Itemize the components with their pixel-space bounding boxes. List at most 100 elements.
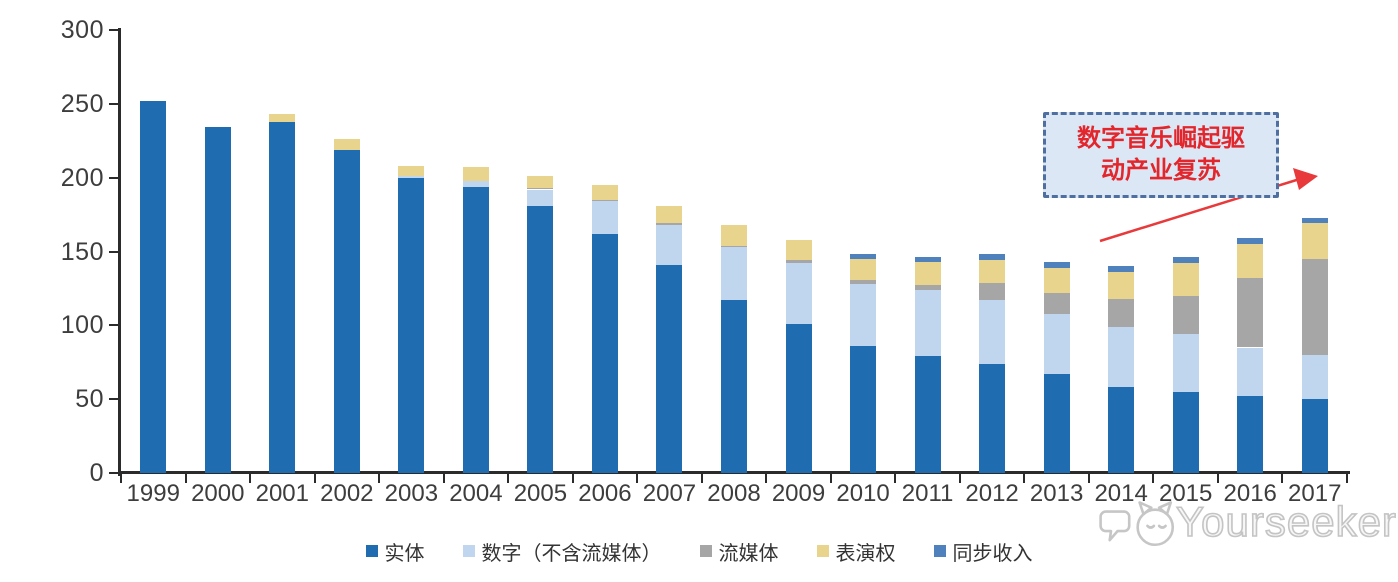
x-axis-label: 2013 <box>1029 480 1084 507</box>
bar-segment-2015-digital-excl-streaming <box>1172 334 1199 392</box>
x-axis-tick <box>184 474 187 483</box>
bar-segment-2007-physical <box>656 264 683 473</box>
y-axis-tick <box>109 176 118 179</box>
bar-segment-2012-digital-excl-streaming <box>979 300 1006 364</box>
y-axis-label: 200 <box>60 163 104 192</box>
x-axis-tick <box>1346 474 1348 483</box>
bar-segment-2003-physical <box>398 177 425 473</box>
y-axis-line <box>118 28 121 476</box>
x-axis-tick <box>120 474 122 483</box>
legend-swatch-physical <box>365 545 378 557</box>
legend-label-physical: 实体 <box>384 542 425 565</box>
x-axis-label: 1999 <box>126 480 180 507</box>
x-axis-label: 2007 <box>642 480 697 507</box>
bar-segment-2015-physical <box>1172 391 1199 473</box>
bar-segment-2012-performance-rights <box>979 260 1006 283</box>
x-axis-tick <box>894 474 897 483</box>
bar-segment-2017-physical <box>1301 399 1328 473</box>
bar-segment-2009-physical <box>785 323 812 473</box>
x-axis-label: 2000 <box>191 480 245 507</box>
plot-area <box>121 30 1347 473</box>
bar-segment-2004-physical <box>462 186 489 473</box>
bar-segment-2009-performance-rights <box>785 239 812 261</box>
bar-segment-2000-physical <box>204 127 231 473</box>
x-axis-label: 2008 <box>707 480 761 507</box>
y-axis-tick <box>109 250 118 253</box>
legend-label-sync-revenue: 同步收入 <box>952 542 1033 565</box>
y-axis-tick <box>109 324 118 327</box>
legend-swatch-streaming <box>699 545 712 557</box>
x-axis-tick <box>378 474 381 483</box>
x-axis-label: 2016 <box>1223 480 1277 507</box>
x-axis-label: 2002 <box>320 480 374 507</box>
bar-segment-2017-performance-rights <box>1301 223 1328 259</box>
bar-segment-2015-streaming <box>1172 295 1199 335</box>
bar-segment-2008-performance-rights <box>721 224 747 246</box>
x-axis-tick <box>636 474 639 483</box>
bar-segment-2012-sync-revenue <box>979 254 1006 261</box>
x-axis-tick <box>829 474 832 483</box>
bar-segment-2016-streaming <box>1237 278 1264 348</box>
bar-segment-2014-digital-excl-streaming <box>1108 326 1135 388</box>
bar-segment-2010-sync-revenue <box>850 254 877 259</box>
bar-segment-2014-physical <box>1108 387 1135 473</box>
legend-item-physical: 实体 <box>365 537 425 566</box>
x-axis-label: 2010 <box>836 480 890 507</box>
legend: 实体 数字（不含流媒体） 流媒体 表演权 同步收入 <box>0 536 1398 566</box>
annotation-box: 数字音乐崛起驱 动产业复苏 <box>1043 112 1279 198</box>
x-axis-label: 2006 <box>578 480 632 507</box>
bar-segment-2011-streaming <box>914 285 941 290</box>
bar-segment-2010-streaming <box>850 279 877 284</box>
bar-segment-2016-digital-excl-streaming <box>1237 347 1264 397</box>
bar-segment-2008-physical <box>721 300 747 473</box>
x-axis-tick <box>313 474 316 483</box>
bar-segment-2005-performance-rights <box>527 176 554 189</box>
x-axis-tick <box>1152 474 1155 483</box>
bar-segment-2012-streaming <box>979 282 1006 301</box>
bar-segment-2012-physical <box>979 363 1006 473</box>
annotation-text-line2: 动产业复苏 <box>1101 158 1221 184</box>
bar-segment-2017-digital-excl-streaming <box>1301 354 1328 400</box>
x-axis-label: 2003 <box>384 480 439 507</box>
bar-segment-1999-physical <box>140 100 167 473</box>
legend-item-digital-excl-streaming: 数字（不含流媒体） <box>462 537 662 566</box>
bar-segment-2014-streaming <box>1108 298 1135 327</box>
x-axis-tick <box>1087 474 1090 483</box>
bar-segment-2009-streaming <box>785 260 812 264</box>
bar-segment-2006-physical <box>591 233 618 473</box>
x-axis-tick <box>1216 474 1219 483</box>
bar-segment-2001-performance-rights <box>269 114 296 122</box>
x-axis-tick <box>507 474 510 483</box>
y-axis-tick <box>109 102 118 105</box>
bar-segment-2017-sync-revenue <box>1301 217 1328 224</box>
bar-segment-2011-physical <box>914 356 941 473</box>
bar-segment-2011-performance-rights <box>914 261 941 286</box>
bar-segment-2016-sync-revenue <box>1237 238 1264 245</box>
x-axis-tick <box>1023 474 1026 483</box>
bar-segment-2007-streaming <box>656 223 683 225</box>
legend-item-streaming: 流媒体 <box>699 537 779 566</box>
bar-segment-2013-physical <box>1043 374 1070 473</box>
y-axis-tick <box>109 472 118 474</box>
bar-segment-2004-performance-rights <box>462 167 489 181</box>
bar-segment-2003-performance-rights <box>398 165 425 177</box>
y-axis-tick <box>109 29 118 31</box>
y-axis-label: 100 <box>60 311 104 340</box>
bar-segment-2013-performance-rights <box>1043 267 1070 293</box>
bar-segment-2003-digital-excl-streaming <box>398 176 425 178</box>
legend-item-sync-revenue: 同步收入 <box>933 537 1033 566</box>
bar-segment-2016-physical <box>1237 396 1264 473</box>
bar-segment-2009-digital-excl-streaming <box>785 263 812 324</box>
bar-segment-2013-streaming <box>1043 292 1070 314</box>
legend-label-digital-excl-streaming: 数字（不含流媒体） <box>481 542 662 565</box>
bar-segment-2010-physical <box>850 346 877 473</box>
legend-label-performance-rights: 表演权 <box>835 542 896 565</box>
bar-segment-2014-sync-revenue <box>1108 266 1135 273</box>
legend-swatch-performance-rights <box>816 545 829 557</box>
annotation-text-line1: 数字音乐崛起驱 <box>1077 125 1245 152</box>
x-axis-tick <box>571 474 574 483</box>
bar-segment-2005-streaming <box>527 188 554 190</box>
bar-segment-2017-streaming <box>1301 258 1328 355</box>
x-axis-tick <box>958 474 961 483</box>
bar-segment-2007-digital-excl-streaming <box>656 224 683 265</box>
